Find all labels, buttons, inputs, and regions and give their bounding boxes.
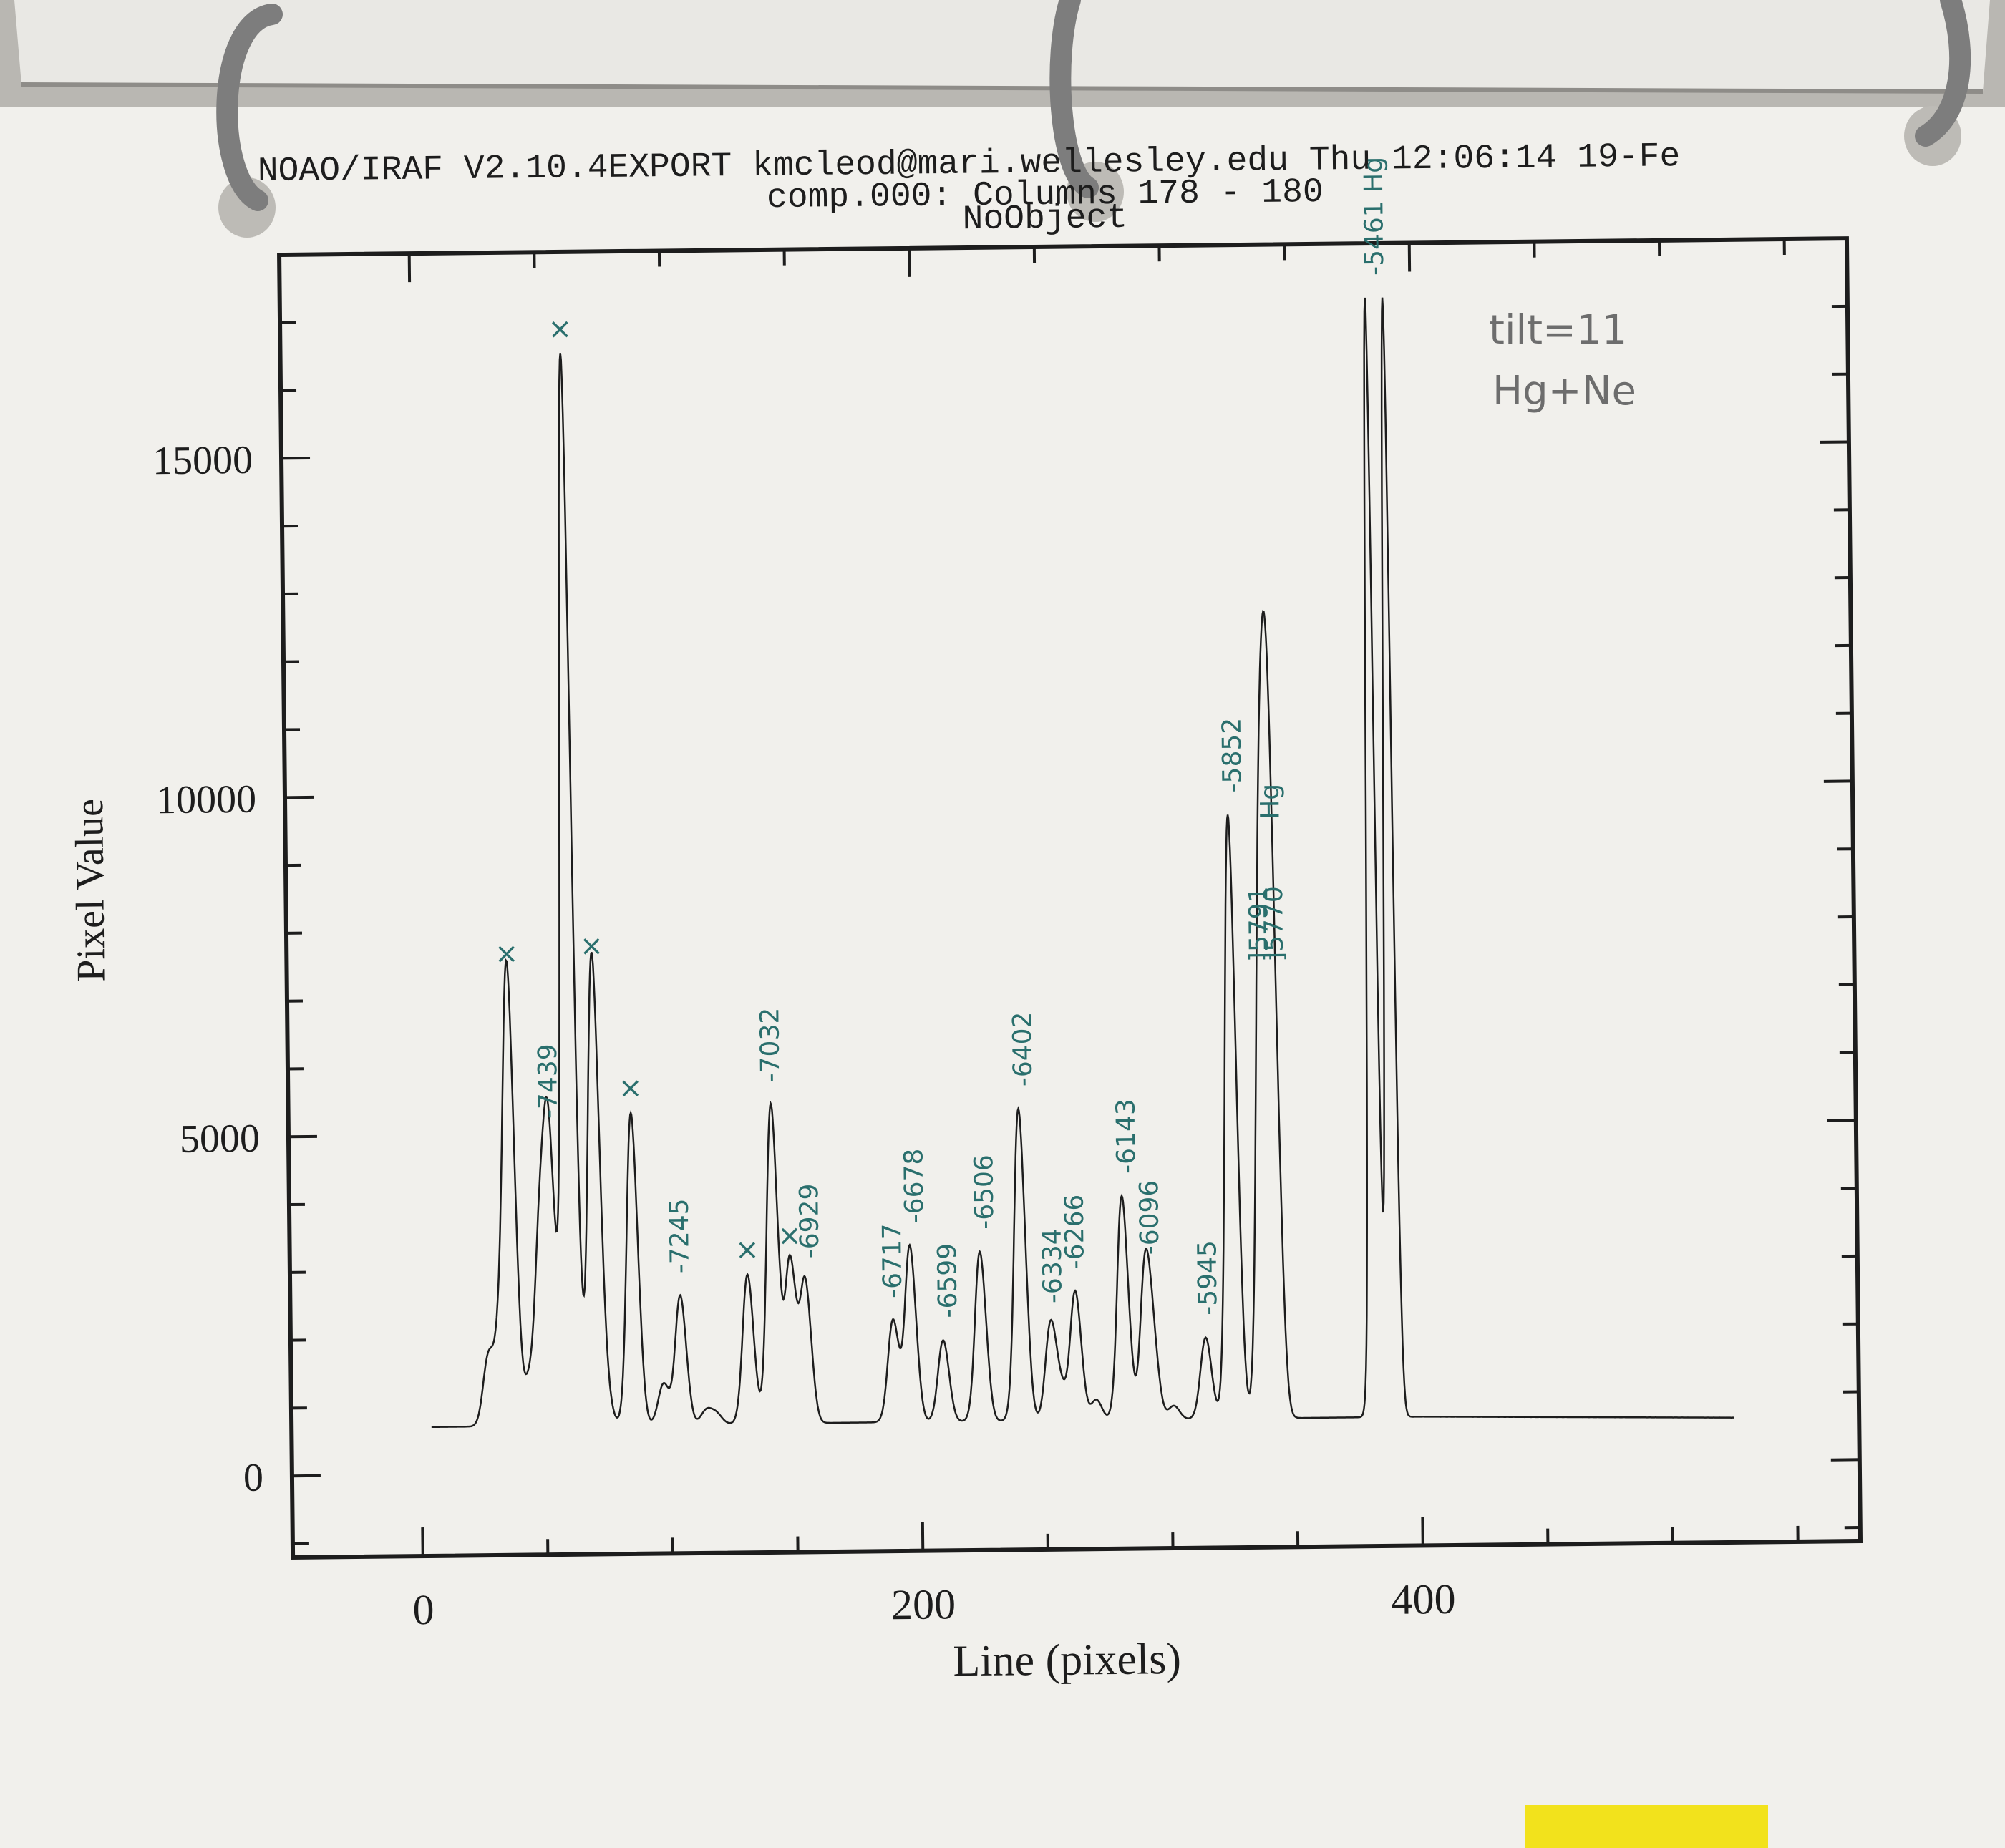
wavelength-label: -5852	[1218, 718, 1248, 793]
binder-ring	[1049, 0, 1099, 198]
wavelength-label: ]5791	[1244, 886, 1274, 962]
x-tick-label: 0	[412, 1586, 435, 1633]
wavelength-label: -6096	[1135, 1180, 1165, 1255]
x-tick-label: 200	[891, 1580, 956, 1628]
wavelength-label: -6599	[933, 1243, 963, 1318]
note-lamp: Hg+Ne	[1492, 368, 1636, 414]
y-axis-label: Pixel Value	[67, 799, 114, 982]
wavelength-label: -7032	[755, 1008, 785, 1083]
axis-tick-labels: 0 200 400 0 5000 10000 15000	[152, 438, 1456, 1633]
spectrum-line	[431, 297, 1734, 1429]
x-axis-label: Line (pixels)	[953, 1635, 1181, 1686]
reject-mark: ×	[495, 937, 519, 970]
spectrum-chart: 0 200 400 0 5000 10000 15000 × × × × × × -7439 -7245 -…	[67, 157, 1863, 1686]
wavelength-label: -6929	[795, 1183, 825, 1258]
wavelength-label: -7245	[665, 1198, 695, 1273]
note-tilt: tilt=11	[1489, 307, 1627, 354]
axis-ticks	[280, 239, 1860, 1557]
y-tick-label: 5000	[180, 1117, 261, 1162]
wavelength-label: -5945	[1193, 1240, 1223, 1316]
plot-frame	[277, 236, 1863, 1560]
reject-mark: ×	[618, 1071, 643, 1104]
paper-sheet	[0, 107, 2005, 1848]
y-tick-label: 0	[243, 1456, 264, 1500]
reject-mark: ×	[777, 1219, 802, 1252]
header-line-3: NoObject	[962, 199, 1127, 239]
wavelength-label: -7439	[533, 1044, 563, 1119]
reject-mark: ×	[579, 930, 603, 963]
header-line-2: comp.000: Columns 178 - 180	[767, 173, 1324, 218]
wavelength-label: -6717	[878, 1223, 908, 1298]
binder-ring	[216, 4, 283, 211]
back-pages	[14, 0, 1990, 92]
yellow-sticky-note	[1525, 1805, 1768, 1848]
wavelength-label: -6266	[1060, 1194, 1090, 1269]
wavelength-label: ]5770	[1259, 886, 1289, 962]
reject-mark: ×	[735, 1233, 759, 1266]
wavelength-label: -6402	[1008, 1011, 1038, 1086]
wavelength-label: -6678	[899, 1148, 929, 1223]
y-tick-label: 15000	[152, 438, 253, 483]
binder-ring	[1915, 0, 1971, 147]
y-tick-label: 10000	[156, 777, 257, 822]
x-tick-label: 400	[1391, 1575, 1456, 1623]
page-edge	[21, 82, 1984, 94]
wavelength-label: -6506	[969, 1154, 999, 1230]
wavelength-label: -6143	[1112, 1099, 1142, 1174]
wavelength-label: -6334	[1038, 1228, 1068, 1303]
wavelength-label: Hg	[1256, 784, 1286, 820]
reject-mark: ×	[548, 312, 572, 345]
annotations: × × × × × × -7439 -7245 -7032 -6929 -6717-6678-659…	[495, 157, 1390, 1318]
wavelength-label: -5461 Hg	[1359, 157, 1390, 276]
